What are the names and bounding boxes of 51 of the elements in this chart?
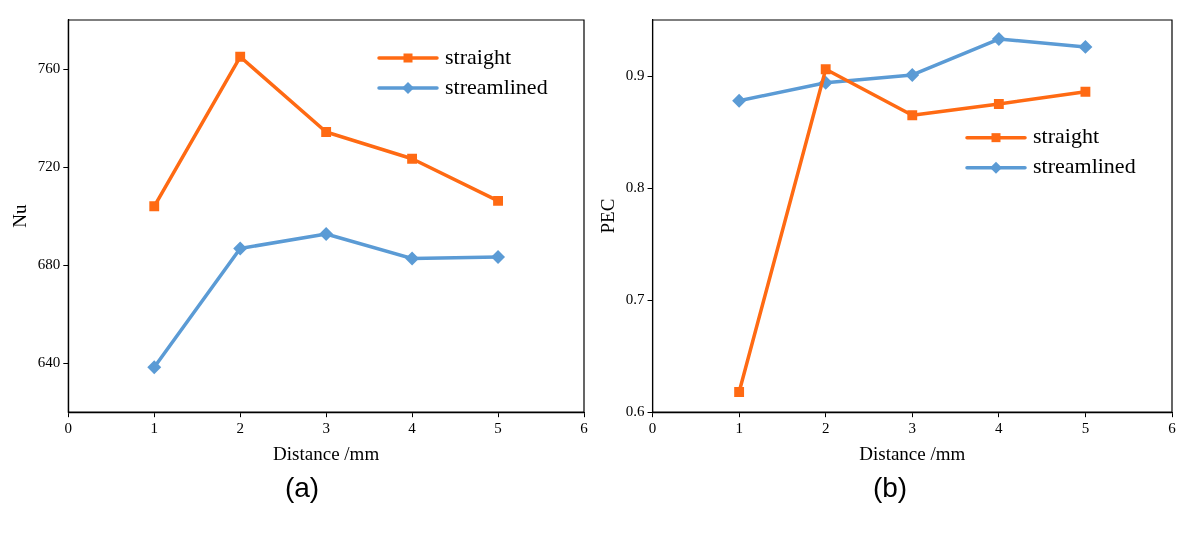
point: [149, 201, 160, 212]
point: [491, 250, 505, 264]
x-tick-label: 6: [1168, 420, 1177, 437]
point: [233, 242, 247, 255]
y-tick-label: 0.7: [625, 291, 646, 308]
y-tick-label: 680: [37, 256, 61, 273]
text: (b): [872, 472, 908, 504]
y-axis-title: Nu: [9, 204, 31, 228]
text: (a): [284, 472, 320, 504]
x-tick-label: 2: [236, 420, 244, 437]
point: [319, 227, 333, 241]
x-tick-label: 0: [64, 420, 73, 437]
point: [148, 361, 161, 374]
x-tick-label: 6: [580, 420, 589, 437]
point: [992, 32, 1006, 46]
point: [407, 153, 418, 164]
point: [235, 51, 246, 62]
point: [820, 64, 831, 75]
legend-label: straight: [1033, 123, 1099, 149]
point: [907, 110, 918, 121]
point: [1079, 40, 1092, 54]
y-tick-label: 760: [37, 59, 61, 76]
x-tick-label: 0: [648, 420, 657, 437]
x-tick-label: 5: [1081, 420, 1090, 437]
point: [993, 99, 1004, 109]
x-tick-label: 3: [908, 420, 917, 437]
x-tick-label: 1: [150, 420, 158, 437]
y-axis-title: PEC: [597, 198, 619, 234]
y-tick-label: 640: [37, 354, 61, 371]
x-tick-label: 2: [821, 420, 830, 437]
point: [493, 195, 503, 206]
x-tick-label: 3: [322, 420, 330, 437]
point: [405, 252, 419, 265]
x-axis-title: Distance /mm: [273, 442, 380, 464]
y-tick-label: 0.9: [625, 66, 645, 83]
legend-label: straight: [445, 43, 511, 69]
legend-label: streamlined: [445, 73, 548, 99]
legend-label: streamlined: [1033, 153, 1136, 179]
x-tick-label: 1: [735, 420, 743, 437]
x-tick-label: 4: [995, 420, 1004, 437]
point: [321, 127, 332, 137]
y-tick-label: 720: [37, 158, 61, 175]
point: [906, 68, 919, 82]
x-axis-title: Distance /mm: [859, 442, 966, 464]
point: [1080, 86, 1091, 97]
y-tick-label: 0.8: [625, 179, 645, 196]
point: [732, 94, 746, 107]
x-tick-label: 4: [408, 420, 417, 437]
y-tick-label: 0.6: [625, 403, 646, 420]
x-tick-label: 5: [494, 420, 502, 437]
point: [734, 387, 745, 397]
